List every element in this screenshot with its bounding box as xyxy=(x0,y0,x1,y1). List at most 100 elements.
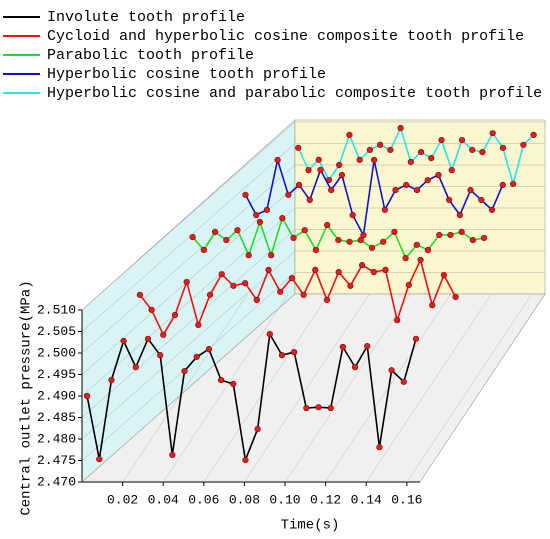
data-point xyxy=(136,291,143,298)
series-line xyxy=(139,257,457,337)
grid-line xyxy=(81,207,296,397)
data-point xyxy=(183,278,190,286)
data-point xyxy=(467,186,474,194)
legend-label: Hyperbolic cosine tooth profile xyxy=(47,66,326,83)
data-point xyxy=(303,404,310,412)
data-point xyxy=(205,346,212,353)
data-point xyxy=(312,246,320,254)
data-point xyxy=(370,268,377,276)
data-point xyxy=(458,136,466,144)
data-point xyxy=(315,156,322,163)
series-line xyxy=(86,331,417,464)
data-point xyxy=(407,158,414,166)
data-point xyxy=(413,241,420,248)
data-point xyxy=(234,227,241,234)
grid-line xyxy=(244,293,370,483)
data-point xyxy=(274,156,281,164)
y-tick-label: 2.480 xyxy=(37,431,76,446)
data-point xyxy=(368,244,376,251)
data-point xyxy=(358,262,366,269)
y-axis-title: Central outlet pressure(MPa) xyxy=(19,280,35,515)
back-wall xyxy=(294,119,546,295)
data-point xyxy=(312,266,319,273)
grid-line xyxy=(406,293,533,483)
data-point xyxy=(223,236,230,244)
grid-line xyxy=(122,293,248,483)
x-tick-label: 0.12 xyxy=(310,492,341,507)
x-tick-label: 0.16 xyxy=(391,492,422,507)
legend-label: Cycloid and hyperbolic cosine composite … xyxy=(47,28,524,45)
data-point xyxy=(120,337,127,345)
grid-line xyxy=(81,164,296,354)
data-point xyxy=(376,444,383,451)
data-point xyxy=(295,181,303,189)
data-point xyxy=(520,141,527,148)
data-point xyxy=(230,282,237,289)
data-point xyxy=(380,238,387,245)
data-point xyxy=(256,218,264,226)
data-point xyxy=(339,343,346,351)
data-point xyxy=(403,181,410,189)
data-point xyxy=(377,141,384,148)
data-point xyxy=(366,146,373,154)
data-point xyxy=(148,306,155,313)
data-point xyxy=(324,221,331,229)
data-point xyxy=(371,156,378,164)
data-point xyxy=(382,266,389,273)
y-tick-label: 2.485 xyxy=(37,410,76,425)
x-tick-label: 0.04 xyxy=(148,492,179,507)
data-point xyxy=(295,144,302,151)
data-point xyxy=(392,186,399,194)
y-tick-label: 2.490 xyxy=(37,388,76,403)
data-point xyxy=(347,282,354,289)
data-point xyxy=(230,380,237,388)
data-point xyxy=(242,456,249,464)
grid-line xyxy=(81,229,296,418)
data-point xyxy=(429,302,436,309)
data-point xyxy=(360,232,367,239)
data-point xyxy=(211,228,219,236)
data-point xyxy=(469,236,476,244)
y-tick-label: 2.500 xyxy=(37,345,76,360)
data-point xyxy=(349,211,356,219)
data-point xyxy=(277,288,284,295)
x-tick-label: 0.02 xyxy=(107,492,138,507)
data-point xyxy=(469,146,476,154)
data-point xyxy=(300,291,307,298)
data-point xyxy=(438,136,445,144)
data-point xyxy=(480,234,488,242)
x-tick-label: 0.14 xyxy=(351,492,382,507)
y-tick-label: 2.475 xyxy=(37,453,76,468)
data-point xyxy=(242,191,249,198)
data-point xyxy=(394,317,401,324)
data-point xyxy=(132,364,139,371)
data-point xyxy=(195,321,202,329)
data-point xyxy=(478,196,485,204)
grid-line xyxy=(203,293,330,483)
data-point xyxy=(290,234,297,242)
data-point xyxy=(530,131,537,138)
data-point xyxy=(317,166,324,173)
data-point xyxy=(245,252,252,259)
data-point xyxy=(157,352,164,359)
data-point xyxy=(323,296,331,304)
data-point xyxy=(397,124,404,132)
grid-line xyxy=(284,293,411,483)
data-point xyxy=(488,206,496,213)
data-point xyxy=(499,181,506,189)
data-point xyxy=(489,130,496,137)
x-tick-label: 0.08 xyxy=(229,492,260,507)
data-point xyxy=(291,349,298,356)
data-point xyxy=(412,335,420,342)
data-point xyxy=(278,352,286,359)
data-point xyxy=(288,274,296,282)
data-point xyxy=(169,451,176,459)
data-point xyxy=(510,180,517,188)
data-point xyxy=(499,144,507,151)
grid-line xyxy=(366,293,492,483)
data-point xyxy=(108,376,115,384)
data-point xyxy=(327,404,334,412)
data-point xyxy=(242,280,249,287)
data-point xyxy=(405,281,412,289)
x-tick-label: 0.06 xyxy=(188,492,219,507)
